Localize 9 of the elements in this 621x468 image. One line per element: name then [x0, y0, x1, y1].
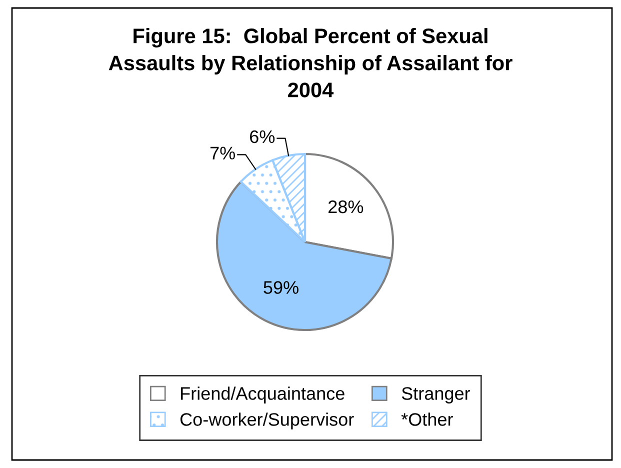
chart-title: Figure 15: Global Percent of Sexual Assaults by Relationship of Assailant for 2004	[108, 28, 512, 98]
data-label: 28%	[328, 200, 364, 214]
legend-label: *Other	[401, 412, 453, 426]
data-label: 6%	[250, 130, 275, 144]
legend-label: Stranger	[402, 387, 470, 404]
legend-label: Friend/Acquaintance	[181, 386, 344, 404]
data-label: 59%	[264, 281, 298, 294]
data-label: 7%	[210, 146, 235, 160]
legend-label: Co-worker/Supervisor	[180, 412, 354, 430]
